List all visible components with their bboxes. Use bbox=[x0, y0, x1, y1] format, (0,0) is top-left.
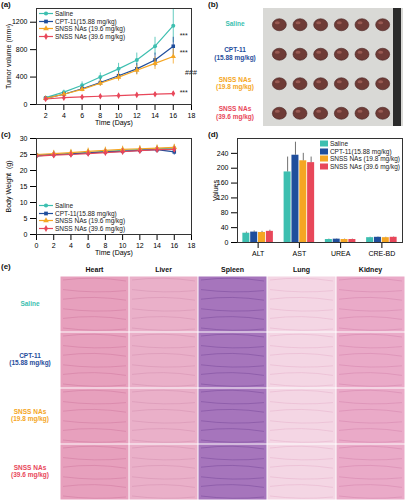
svg-text:80: 80 bbox=[221, 209, 229, 216]
html-text:SNSS NAs (19.6 mg/kg): SNSS NAs (19.6 mg/kg) bbox=[55, 217, 126, 224]
svg-text:6: 6 bbox=[86, 242, 90, 249]
html-text:(e): (e) bbox=[1, 262, 11, 271]
html-text:(b): (b) bbox=[208, 0, 219, 9]
html-text:CPT-11(15.88 mg/kg): CPT-11(15.88 mg/kg) bbox=[329, 147, 392, 155]
svg-text:Lung: Lung bbox=[293, 266, 310, 274]
svg-text:UREA: UREA bbox=[331, 250, 351, 257]
svg-text:Heart: Heart bbox=[86, 266, 105, 273]
svg-text:0: 0 bbox=[24, 231, 28, 238]
svg-text:Saline: Saline bbox=[20, 300, 40, 307]
svg-text:(19.8 mg/kg): (19.8 mg/kg) bbox=[216, 83, 254, 91]
svg-text:40: 40 bbox=[221, 224, 229, 231]
svg-text:2: 2 bbox=[52, 242, 56, 249]
svg-text:25: 25 bbox=[20, 151, 28, 158]
html-text:SNSS NAs (39.6 mg/kg): SNSS NAs (39.6 mg/kg) bbox=[329, 162, 400, 170]
svg-text:Values: Values bbox=[212, 180, 219, 201]
svg-text:(19.8 mg/kg): (19.8 mg/kg) bbox=[11, 415, 49, 423]
svg-text:0: 0 bbox=[35, 242, 39, 249]
svg-text:Liver: Liver bbox=[155, 266, 172, 273]
svg-text:6: 6 bbox=[80, 112, 84, 119]
html-text:Saline: Saline bbox=[55, 10, 74, 17]
html-text:Saline: Saline bbox=[329, 140, 348, 147]
svg-text:(39.6 mg/kg): (39.6 mg/kg) bbox=[11, 471, 49, 479]
html-text:CPT-11(15.88 mg/kg): CPT-11(15.88 mg/kg) bbox=[55, 17, 117, 25]
html-text:CPT-11(15.88 mg/kg): CPT-11(15.88 mg/kg) bbox=[55, 209, 117, 217]
html-text:SNSS NAs (39.6 mg/kg): SNSS NAs (39.6 mg/kg) bbox=[55, 224, 126, 232]
svg-text:10: 10 bbox=[20, 199, 28, 206]
svg-text:4: 4 bbox=[62, 112, 66, 119]
svg-text:800: 800 bbox=[16, 46, 28, 53]
svg-text:1200: 1200 bbox=[12, 18, 28, 25]
svg-text:4: 4 bbox=[69, 242, 73, 249]
svg-text:200: 200 bbox=[217, 164, 229, 171]
html-text:(c): (c) bbox=[1, 130, 11, 139]
svg-text:SNSS NAs: SNSS NAs bbox=[219, 105, 252, 112]
svg-text:SNSS NAs: SNSS NAs bbox=[14, 408, 47, 415]
html-text:SNSS NAs (39.6 mg/kg): SNSS NAs (39.6 mg/kg) bbox=[55, 32, 126, 40]
svg-text:Kidney: Kidney bbox=[359, 266, 382, 274]
svg-text:Time (Days): Time (Days) bbox=[95, 119, 133, 127]
svg-text:Body Weight (g): Body Weight (g) bbox=[5, 160, 13, 212]
svg-text:CPT-11: CPT-11 bbox=[224, 46, 246, 53]
svg-text:(15.88 mg/kg): (15.88 mg/kg) bbox=[214, 54, 256, 62]
svg-text:240: 240 bbox=[217, 150, 229, 157]
svg-text:18: 18 bbox=[188, 112, 196, 119]
html-text:SNSS NAs (19.6 mg/kg): SNSS NAs (19.6 mg/kg) bbox=[55, 25, 126, 32]
svg-text:0: 0 bbox=[24, 101, 28, 108]
svg-text:Tumor volume (mm³): Tumor volume (mm³) bbox=[5, 24, 13, 89]
svg-text:***: *** bbox=[180, 32, 188, 39]
svg-text:12: 12 bbox=[136, 242, 144, 249]
svg-text:8: 8 bbox=[103, 242, 108, 250]
svg-text:14: 14 bbox=[151, 112, 159, 119]
svg-text:400: 400 bbox=[16, 73, 28, 80]
svg-text:18: 18 bbox=[188, 242, 196, 249]
html-text:SNSS NAs (19.8 mg/kg): SNSS NAs (19.8 mg/kg) bbox=[329, 155, 400, 162]
svg-text:Spleen: Spleen bbox=[221, 266, 244, 274]
svg-text:8: 8 bbox=[98, 112, 103, 120]
svg-text:(39.6 mg/kg): (39.6 mg/kg) bbox=[216, 113, 254, 121]
svg-text:Saline: Saline bbox=[225, 20, 245, 27]
svg-text:ALT: ALT bbox=[252, 250, 265, 257]
svg-text:Time (Days): Time (Days) bbox=[95, 249, 133, 257]
svg-text:***: *** bbox=[180, 49, 188, 56]
svg-text:CPT-11: CPT-11 bbox=[19, 352, 41, 359]
svg-text:CRE-BD: CRE-BD bbox=[368, 250, 395, 257]
svg-text:0: 0 bbox=[225, 239, 229, 246]
svg-text:(15.88 mg/kg): (15.88 mg/kg) bbox=[9, 359, 51, 367]
svg-text:2: 2 bbox=[44, 112, 48, 119]
svg-text:SNSS NAs: SNSS NAs bbox=[219, 76, 252, 83]
svg-text:15: 15 bbox=[20, 183, 28, 190]
svg-text:16: 16 bbox=[169, 112, 177, 119]
svg-text:12: 12 bbox=[133, 112, 141, 119]
html-text:(d): (d) bbox=[208, 130, 219, 139]
svg-text:SNSS NAs: SNSS NAs bbox=[14, 464, 47, 471]
svg-text:10: 10 bbox=[114, 112, 123, 120]
svg-text:16: 16 bbox=[170, 242, 178, 249]
svg-text:120: 120 bbox=[216, 194, 229, 202]
svg-text:20: 20 bbox=[20, 167, 28, 174]
svg-text:***: *** bbox=[180, 89, 188, 96]
svg-text:5: 5 bbox=[24, 215, 28, 222]
svg-text:160: 160 bbox=[216, 179, 229, 187]
html-text:Saline: Saline bbox=[55, 202, 74, 209]
svg-text:14: 14 bbox=[153, 242, 161, 249]
svg-text:AST: AST bbox=[293, 250, 307, 257]
svg-text:10: 10 bbox=[118, 242, 127, 250]
svg-text:30: 30 bbox=[20, 135, 28, 142]
html-text:(a): (a) bbox=[1, 0, 11, 9]
